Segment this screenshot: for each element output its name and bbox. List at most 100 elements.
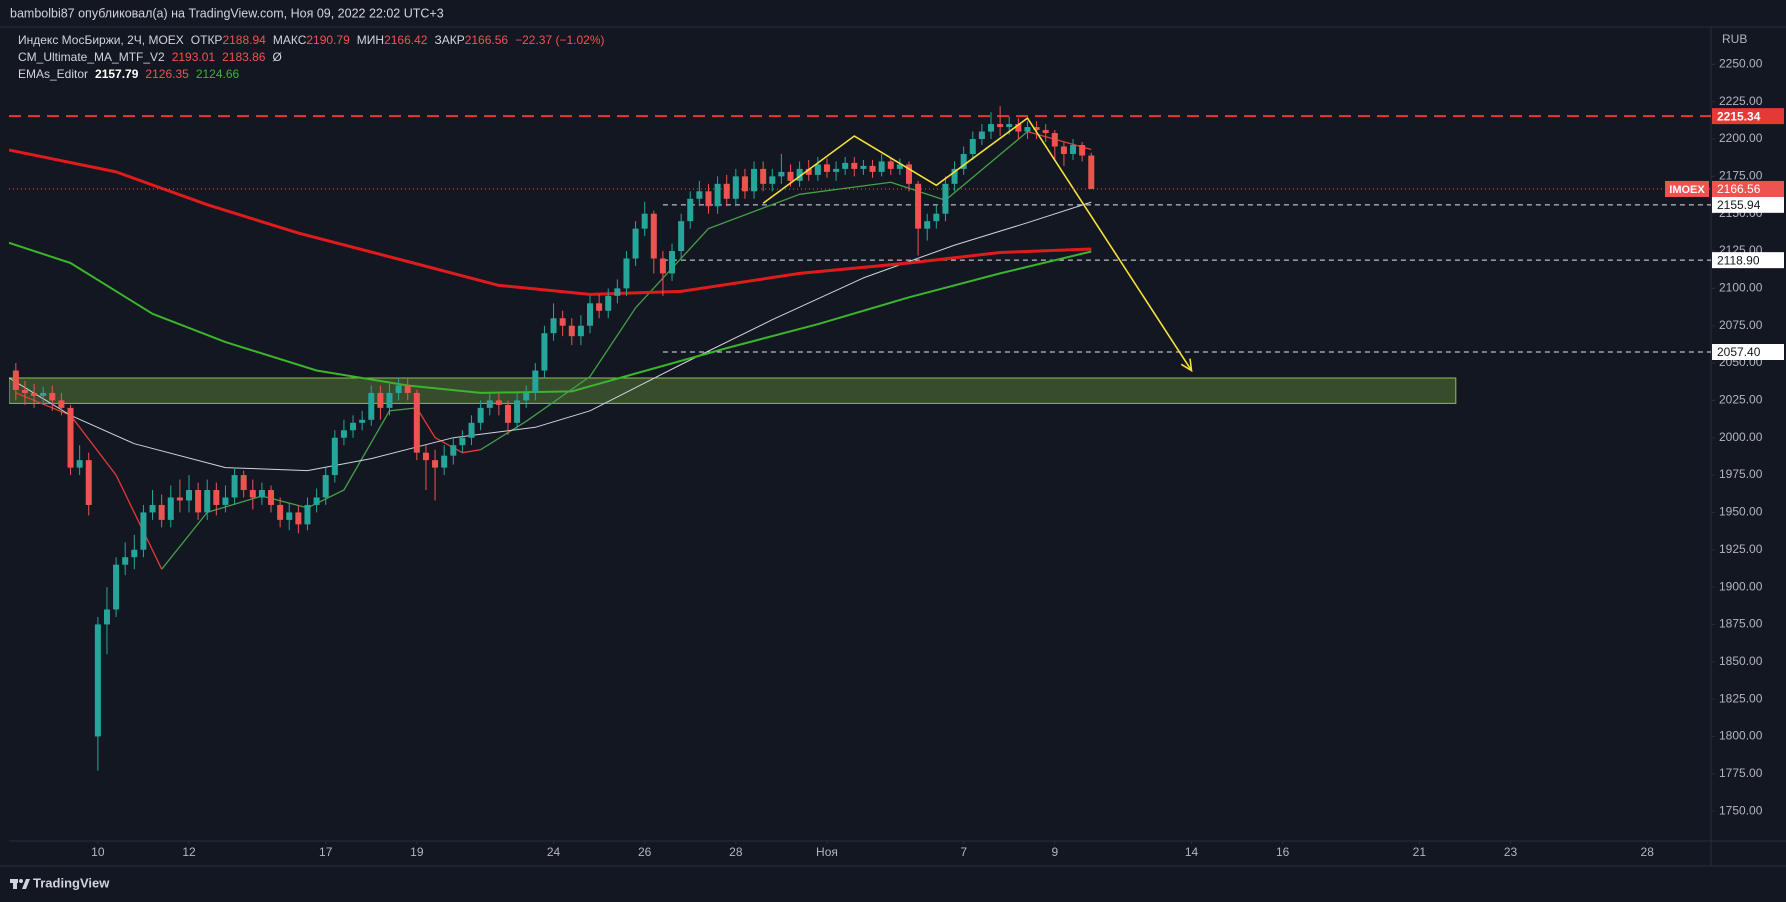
candle-body — [951, 168, 958, 184]
candle-body — [67, 407, 74, 468]
y-tick-label: 1800.00 — [1719, 729, 1763, 743]
y-tick-label: 2100.00 — [1719, 281, 1763, 295]
x-tick-label: 12 — [182, 845, 196, 859]
candle-body — [1033, 127, 1040, 131]
candle-body — [641, 213, 648, 229]
candle-body — [12, 370, 19, 390]
candle-body — [960, 153, 967, 169]
price-tag — [1712, 180, 1784, 197]
candle-body — [176, 497, 183, 501]
x-tick-label: 19 — [410, 845, 424, 859]
candle-body — [322, 475, 329, 498]
candle-body — [1006, 124, 1013, 128]
indicator-name: CM_Ultimate_MA_MTF_V2 — [18, 50, 165, 64]
candle-body — [359, 419, 366, 423]
candle-body — [514, 400, 521, 423]
candle-body — [942, 183, 949, 214]
candle-body — [31, 392, 38, 396]
y-tick-label: 1750.00 — [1719, 803, 1763, 817]
candle-body — [204, 490, 211, 513]
candle-body — [1042, 130, 1049, 134]
candle-body — [185, 490, 192, 501]
support-zone — [9, 377, 1457, 404]
candle-body — [732, 176, 739, 199]
candle-body — [915, 183, 922, 229]
candle-body — [596, 303, 603, 311]
legend-indicator: CM_Ultimate_MA_MTF_V2 2193.01 2183.86 Ø — [18, 50, 282, 64]
candle-body — [842, 162, 849, 169]
readout: 2183.86 — [222, 50, 266, 64]
ohlc-label: ОТКР — [191, 33, 223, 47]
candle-body — [58, 400, 65, 408]
price-tag — [1712, 252, 1784, 269]
x-tick-label: 10 — [91, 845, 105, 859]
candle-body — [222, 497, 229, 505]
y-tick-label: 1925.00 — [1719, 542, 1763, 556]
y-tick-label: 2200.00 — [1719, 131, 1763, 145]
price-tag-label: 2215.34 — [1717, 109, 1761, 123]
symbol: Индекс МосБиржи, 2Ч, MOEX — [18, 33, 184, 47]
y-tick-label: 2025.00 — [1719, 393, 1763, 407]
ohlc-label: ЗАКР — [434, 33, 464, 47]
y-tick-label: 1975.00 — [1719, 467, 1763, 481]
logo-part — [13, 879, 17, 889]
candle-body — [1088, 155, 1095, 189]
candle-body — [568, 325, 575, 337]
candle-body — [432, 460, 439, 468]
ohlc-label: МАКС — [273, 33, 307, 47]
candle-body — [705, 191, 712, 207]
candle-body — [587, 303, 594, 326]
candle-body — [978, 131, 985, 140]
candle-body — [395, 385, 402, 393]
candle-body — [905, 164, 912, 184]
candle-body — [605, 295, 612, 311]
candle-body — [286, 512, 293, 520]
candle-body — [760, 168, 767, 184]
candle-body — [678, 221, 685, 252]
x-tick-label: 26 — [638, 845, 652, 859]
footer-logo — [10, 879, 30, 889]
plot-area — [9, 106, 1711, 771]
candle-body — [577, 325, 584, 337]
candle-body — [40, 392, 47, 396]
x-tick-label: 17 — [319, 845, 333, 859]
candle-body — [933, 213, 940, 222]
ohlc-value: 2188.94 — [222, 33, 266, 47]
candle-body — [860, 165, 867, 169]
candle-body — [878, 161, 885, 172]
y-tick-label: 2225.00 — [1719, 94, 1763, 108]
candle-body — [249, 490, 256, 498]
candle-body — [696, 191, 703, 199]
candle-body — [295, 512, 302, 525]
currency: RUB — [1722, 32, 1747, 46]
candle-body — [94, 624, 101, 737]
candle-body — [277, 504, 284, 520]
x-tick-label: 16 — [1276, 845, 1290, 859]
candle-body — [76, 460, 83, 468]
flag: Ø — [272, 50, 281, 64]
candle-body — [714, 183, 721, 207]
candle-body — [195, 490, 202, 513]
candle-body — [1070, 144, 1077, 154]
candle-body — [258, 490, 265, 498]
price-tag-label: 2155.94 — [1717, 198, 1761, 212]
price-tag — [1712, 344, 1784, 361]
candle-body — [887, 161, 894, 169]
y-tick-label: 1875.00 — [1719, 617, 1763, 631]
candle-body — [331, 437, 338, 476]
candle-body — [778, 171, 785, 177]
candle-body — [158, 504, 165, 520]
ticker-tag — [1665, 180, 1709, 197]
candle-body — [650, 213, 657, 259]
x-tick-label: 21 — [1413, 845, 1427, 859]
readout: 2193.01 — [172, 50, 216, 64]
indicator-name: EMAs_Editor — [18, 67, 88, 81]
candle-body — [240, 475, 247, 491]
candle-body — [969, 139, 976, 154]
candle-body — [140, 512, 147, 550]
candle-body — [814, 164, 821, 175]
candle-body — [268, 490, 275, 505]
candle-body — [404, 385, 411, 393]
